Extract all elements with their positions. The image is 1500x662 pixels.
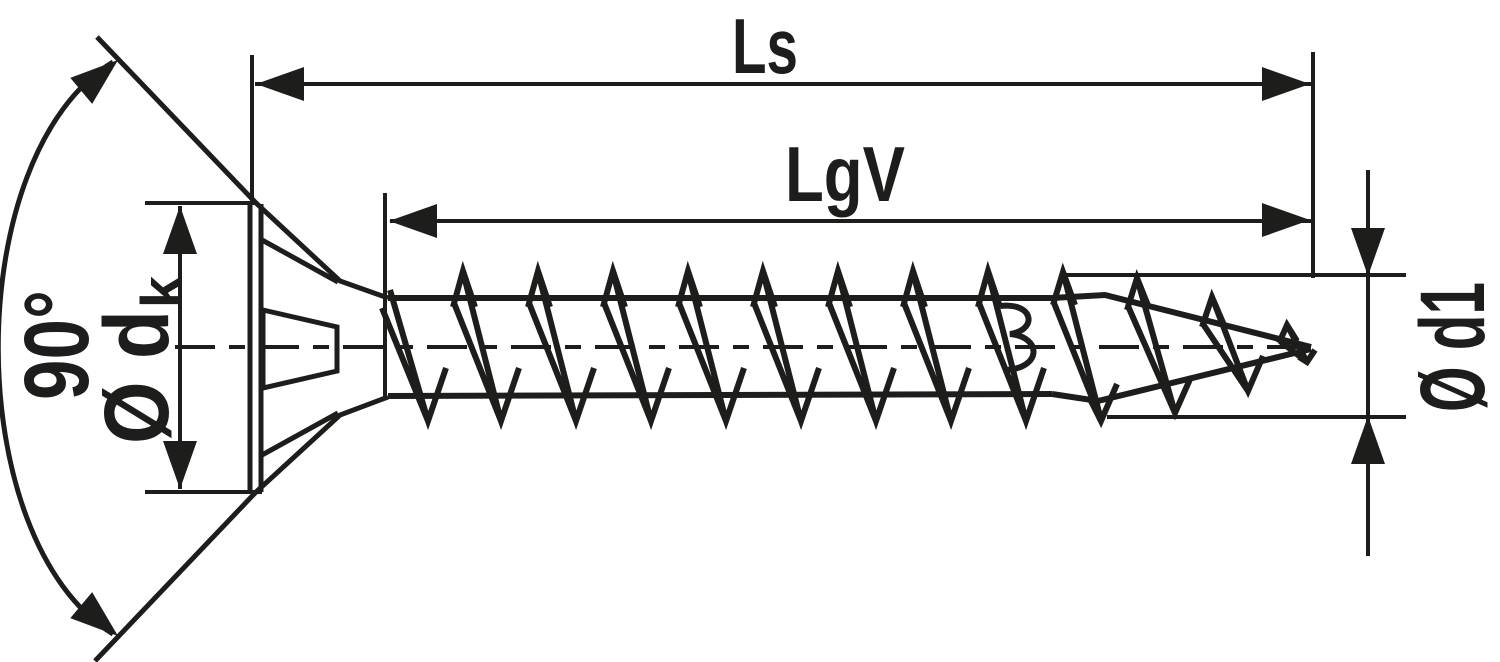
thread-tip-wraps [1050,262,1318,429]
dimension-thread-length: LgV [383,130,1311,396]
angle-label: 90° [6,290,108,400]
drive-recess-profile [260,306,340,392]
total-length-label: Ls [732,2,798,90]
dimension-core-diameter: Ø d1 [1063,170,1500,556]
dk-arrow-bottom [163,441,197,489]
thread-length-label: LgV [785,130,905,218]
thread-start-wrap [379,289,449,431]
angle-arrow-top [70,60,118,104]
head-cone-bottom-edge [93,394,389,662]
dimension-head-angle: 90° [0,59,118,637]
head-cone-top-inner-line [260,237,340,285]
serration-detail [999,302,1037,373]
dk-arrow-top [163,206,197,254]
d1-arrow-top [1351,228,1385,276]
d1-arrow-bottom [1351,416,1385,464]
screw-head [93,35,389,662]
angle-arrow-bottom [70,592,118,636]
lgv-arrow-right [1262,203,1310,237]
head-diameter-label: Ø d [86,310,188,444]
dimension-total-length: Ls [250,2,1315,278]
ls-arrow-left [256,67,304,101]
dimension-head-diameter: Ø d k [86,201,262,494]
core-diameter-label: Ø d1 [1402,282,1500,412]
angle-arc [0,59,115,637]
head-diameter-subscript: k [130,275,195,308]
head-cone-top-edge [95,35,389,301]
lgv-arrow-left [389,204,437,238]
tip-top-edge [1051,291,1312,350]
head-cone-bottom-inner-line [260,410,340,458]
ls-arrow-right [1262,67,1310,101]
thread-wraps [450,260,1047,431]
thread [379,260,1318,431]
